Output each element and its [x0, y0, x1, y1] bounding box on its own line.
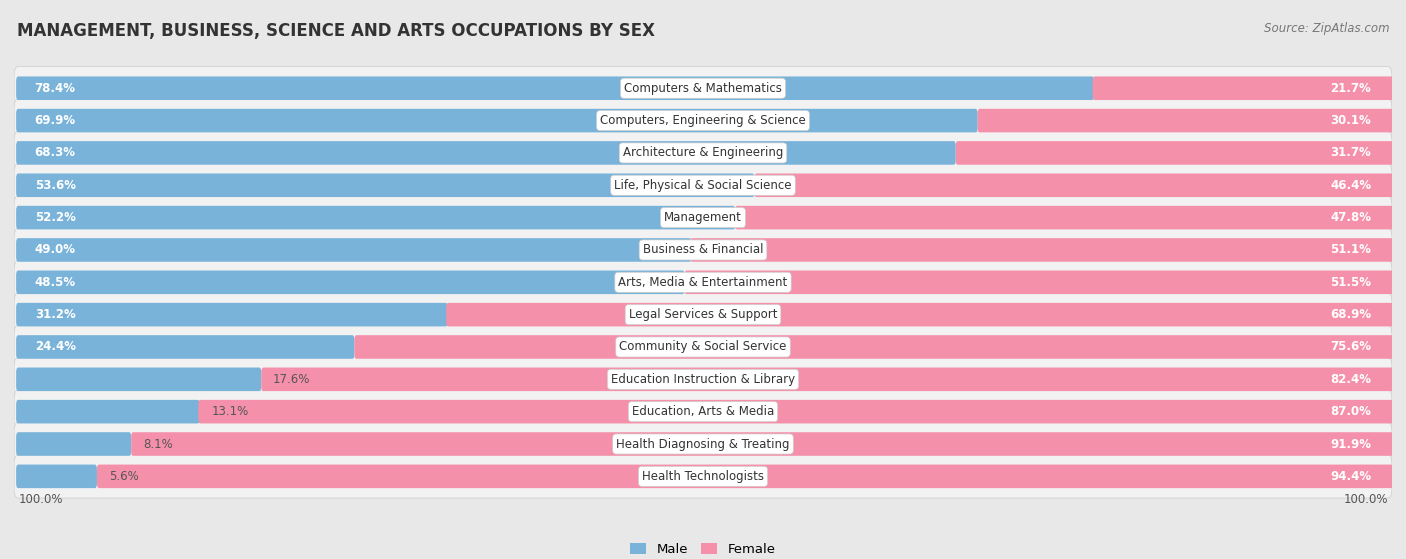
FancyBboxPatch shape — [1092, 77, 1393, 100]
FancyBboxPatch shape — [198, 400, 1393, 424]
FancyBboxPatch shape — [14, 293, 1392, 337]
Text: 94.4%: 94.4% — [1330, 470, 1371, 483]
FancyBboxPatch shape — [15, 271, 685, 294]
Text: 78.4%: 78.4% — [35, 82, 76, 94]
Text: Health Diagnosing & Treating: Health Diagnosing & Treating — [616, 438, 790, 451]
Text: 17.6%: 17.6% — [273, 373, 311, 386]
Text: 8.1%: 8.1% — [143, 438, 173, 451]
FancyBboxPatch shape — [14, 67, 1392, 110]
Text: 31.7%: 31.7% — [1330, 146, 1371, 159]
FancyBboxPatch shape — [15, 335, 354, 359]
Text: Education, Arts & Media: Education, Arts & Media — [631, 405, 775, 418]
FancyBboxPatch shape — [97, 465, 1393, 488]
Text: 52.2%: 52.2% — [35, 211, 76, 224]
FancyBboxPatch shape — [14, 131, 1392, 174]
Text: 53.6%: 53.6% — [35, 179, 76, 192]
Text: 69.9%: 69.9% — [35, 114, 76, 127]
FancyBboxPatch shape — [14, 164, 1392, 207]
Text: 5.6%: 5.6% — [108, 470, 138, 483]
FancyBboxPatch shape — [15, 400, 200, 424]
FancyBboxPatch shape — [446, 303, 1393, 326]
FancyBboxPatch shape — [15, 77, 1094, 100]
Legend: Male, Female: Male, Female — [626, 537, 780, 559]
FancyBboxPatch shape — [956, 141, 1393, 165]
FancyBboxPatch shape — [15, 432, 131, 456]
FancyBboxPatch shape — [15, 465, 97, 488]
Text: 46.4%: 46.4% — [1330, 179, 1371, 192]
FancyBboxPatch shape — [14, 196, 1392, 239]
FancyBboxPatch shape — [15, 141, 956, 165]
Text: 100.0%: 100.0% — [18, 493, 63, 506]
FancyBboxPatch shape — [131, 432, 1393, 456]
Text: 21.7%: 21.7% — [1330, 82, 1371, 94]
Text: 30.1%: 30.1% — [1330, 114, 1371, 127]
Text: 49.0%: 49.0% — [35, 244, 76, 257]
Text: Legal Services & Support: Legal Services & Support — [628, 308, 778, 321]
Text: Management: Management — [664, 211, 742, 224]
Text: Business & Financial: Business & Financial — [643, 244, 763, 257]
FancyBboxPatch shape — [15, 173, 755, 197]
Text: Source: ZipAtlas.com: Source: ZipAtlas.com — [1264, 22, 1389, 35]
Text: 100.0%: 100.0% — [1343, 493, 1388, 506]
FancyBboxPatch shape — [14, 260, 1392, 304]
FancyBboxPatch shape — [262, 367, 1393, 391]
FancyBboxPatch shape — [685, 271, 1393, 294]
Text: Community & Social Service: Community & Social Service — [619, 340, 787, 353]
Text: Education Instruction & Library: Education Instruction & Library — [612, 373, 794, 386]
Text: Computers, Engineering & Science: Computers, Engineering & Science — [600, 114, 806, 127]
FancyBboxPatch shape — [14, 358, 1392, 401]
Text: 31.2%: 31.2% — [35, 308, 76, 321]
FancyBboxPatch shape — [14, 423, 1392, 466]
Text: 75.6%: 75.6% — [1330, 340, 1371, 353]
FancyBboxPatch shape — [15, 206, 735, 229]
FancyBboxPatch shape — [354, 335, 1393, 359]
Text: 68.3%: 68.3% — [35, 146, 76, 159]
Text: 13.1%: 13.1% — [211, 405, 249, 418]
Text: Architecture & Engineering: Architecture & Engineering — [623, 146, 783, 159]
FancyBboxPatch shape — [690, 238, 1393, 262]
FancyBboxPatch shape — [15, 109, 977, 132]
Text: Life, Physical & Social Science: Life, Physical & Social Science — [614, 179, 792, 192]
Text: 24.4%: 24.4% — [35, 340, 76, 353]
FancyBboxPatch shape — [14, 99, 1392, 142]
FancyBboxPatch shape — [755, 173, 1393, 197]
FancyBboxPatch shape — [977, 109, 1393, 132]
Text: Arts, Media & Entertainment: Arts, Media & Entertainment — [619, 276, 787, 289]
Text: 48.5%: 48.5% — [35, 276, 76, 289]
Text: 68.9%: 68.9% — [1330, 308, 1371, 321]
Text: 82.4%: 82.4% — [1330, 373, 1371, 386]
FancyBboxPatch shape — [14, 228, 1392, 272]
FancyBboxPatch shape — [15, 238, 692, 262]
Text: 47.8%: 47.8% — [1330, 211, 1371, 224]
Text: Health Technologists: Health Technologists — [643, 470, 763, 483]
Text: MANAGEMENT, BUSINESS, SCIENCE AND ARTS OCCUPATIONS BY SEX: MANAGEMENT, BUSINESS, SCIENCE AND ARTS O… — [17, 22, 655, 40]
Text: Computers & Mathematics: Computers & Mathematics — [624, 82, 782, 94]
Text: 87.0%: 87.0% — [1330, 405, 1371, 418]
Text: 91.9%: 91.9% — [1330, 438, 1371, 451]
FancyBboxPatch shape — [735, 206, 1393, 229]
FancyBboxPatch shape — [15, 303, 447, 326]
FancyBboxPatch shape — [14, 325, 1392, 368]
FancyBboxPatch shape — [15, 367, 262, 391]
FancyBboxPatch shape — [14, 390, 1392, 433]
FancyBboxPatch shape — [14, 454, 1392, 498]
Text: 51.1%: 51.1% — [1330, 244, 1371, 257]
Text: 51.5%: 51.5% — [1330, 276, 1371, 289]
